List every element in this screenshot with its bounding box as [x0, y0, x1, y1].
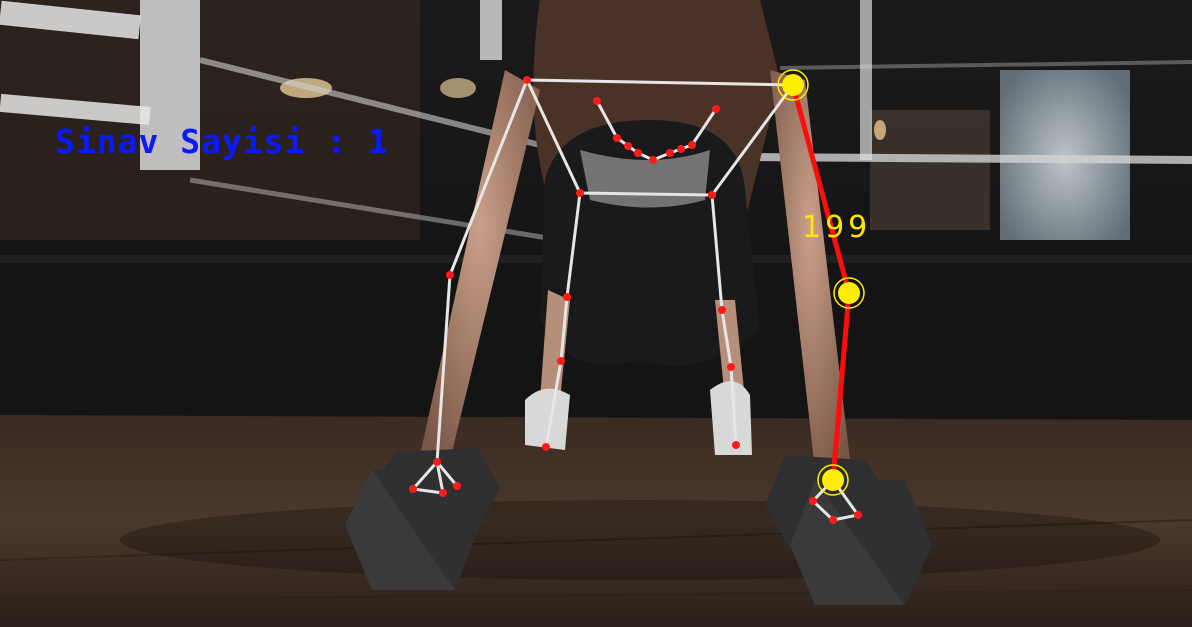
right-dumbbell: [765, 455, 932, 605]
highlighted-joints: [777, 69, 865, 496]
highlighted-arm: [790, 84, 852, 481]
skeleton-lines: [410, 78, 861, 522]
keypoints: [409, 76, 862, 524]
rep-counter-label: Sinav Sayisi : 1: [55, 122, 389, 161]
elbow-angle-readout: 199: [802, 210, 872, 245]
left-dumbbell: [345, 448, 500, 590]
